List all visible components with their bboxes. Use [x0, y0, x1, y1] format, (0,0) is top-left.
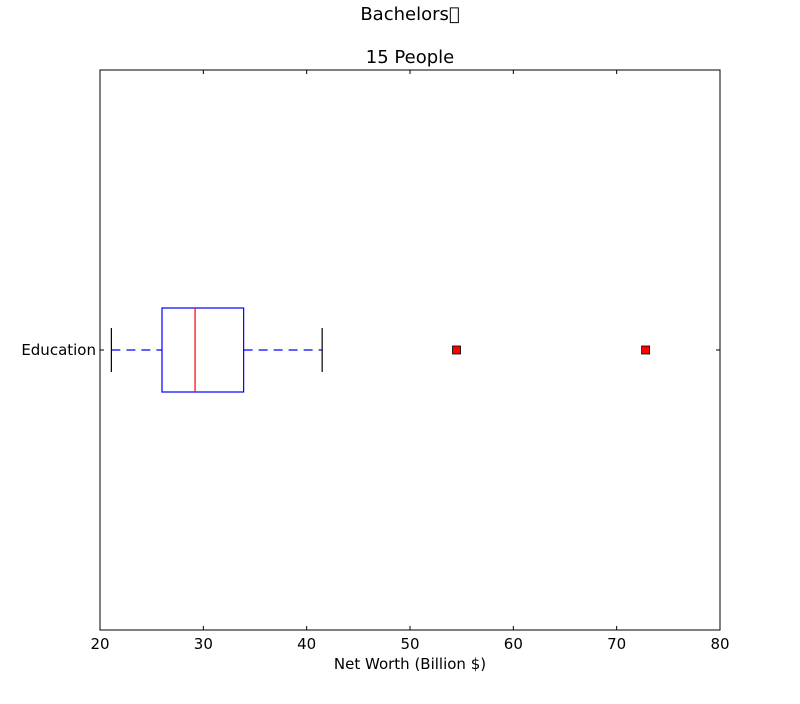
x-tick-label: 20	[90, 635, 109, 653]
plot-area-frame	[99, 69, 721, 631]
outlier-point	[452, 345, 461, 355]
iqr-box	[161, 307, 245, 393]
outlier-point	[641, 345, 650, 355]
x-tick-label: 70	[607, 635, 626, 653]
chart-title: Bachelors 	[360, 4, 459, 25]
x-tick-label: 60	[504, 635, 523, 653]
x-tick-label: 80	[710, 635, 729, 653]
x-tick-label: 40	[297, 635, 316, 653]
x-axis-label: Net Worth (Billion $)	[334, 655, 486, 673]
x-tick-label: 30	[194, 635, 213, 653]
chart-subtitle: 15 People	[366, 47, 454, 68]
x-tick-label: 50	[400, 635, 419, 653]
y-tick-label: Education	[21, 341, 96, 359]
